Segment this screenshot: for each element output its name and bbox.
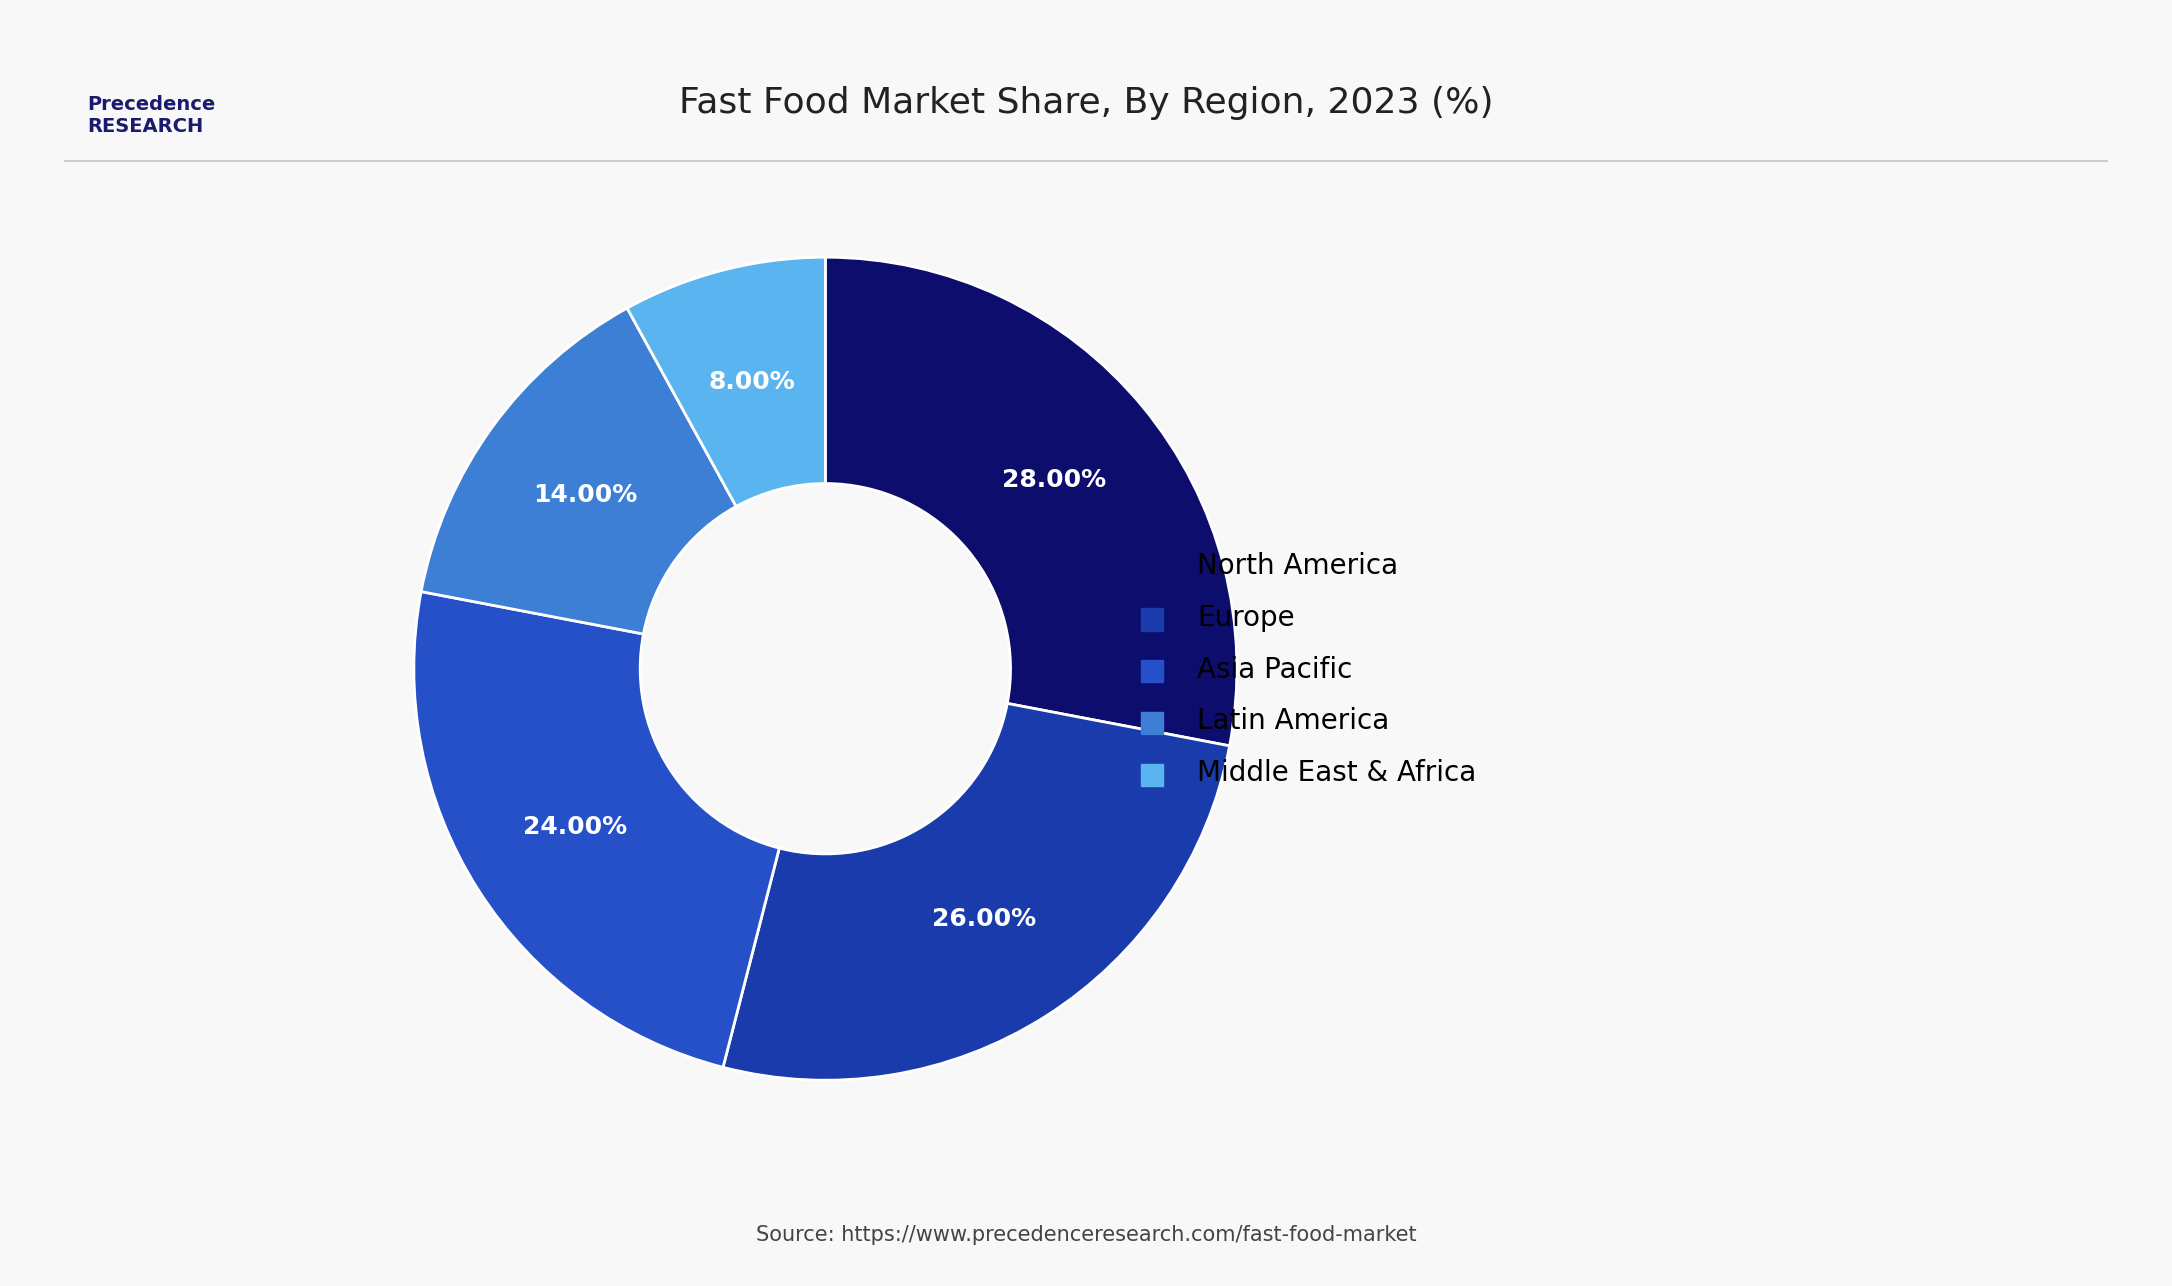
Text: 8.00%: 8.00% <box>708 370 795 394</box>
Text: Precedence
RESEARCH: Precedence RESEARCH <box>87 95 215 136</box>
Legend: North America, Europe, Asia Pacific, Latin America, Middle East & Africa: North America, Europe, Asia Pacific, Lat… <box>1127 536 1490 801</box>
Text: Source: https://www.precedenceresearch.com/fast-food-market: Source: https://www.precedenceresearch.c… <box>756 1224 1416 1245</box>
Text: 24.00%: 24.00% <box>523 815 628 840</box>
Wedge shape <box>421 309 736 634</box>
Text: Fast Food Market Share, By Region, 2023 (%): Fast Food Market Share, By Region, 2023 … <box>678 86 1494 120</box>
Text: 14.00%: 14.00% <box>534 482 639 507</box>
Wedge shape <box>415 592 780 1067</box>
Wedge shape <box>628 257 825 507</box>
Text: 26.00%: 26.00% <box>932 907 1036 931</box>
Wedge shape <box>723 703 1229 1080</box>
Text: 28.00%: 28.00% <box>1001 468 1106 491</box>
Wedge shape <box>825 257 1236 746</box>
